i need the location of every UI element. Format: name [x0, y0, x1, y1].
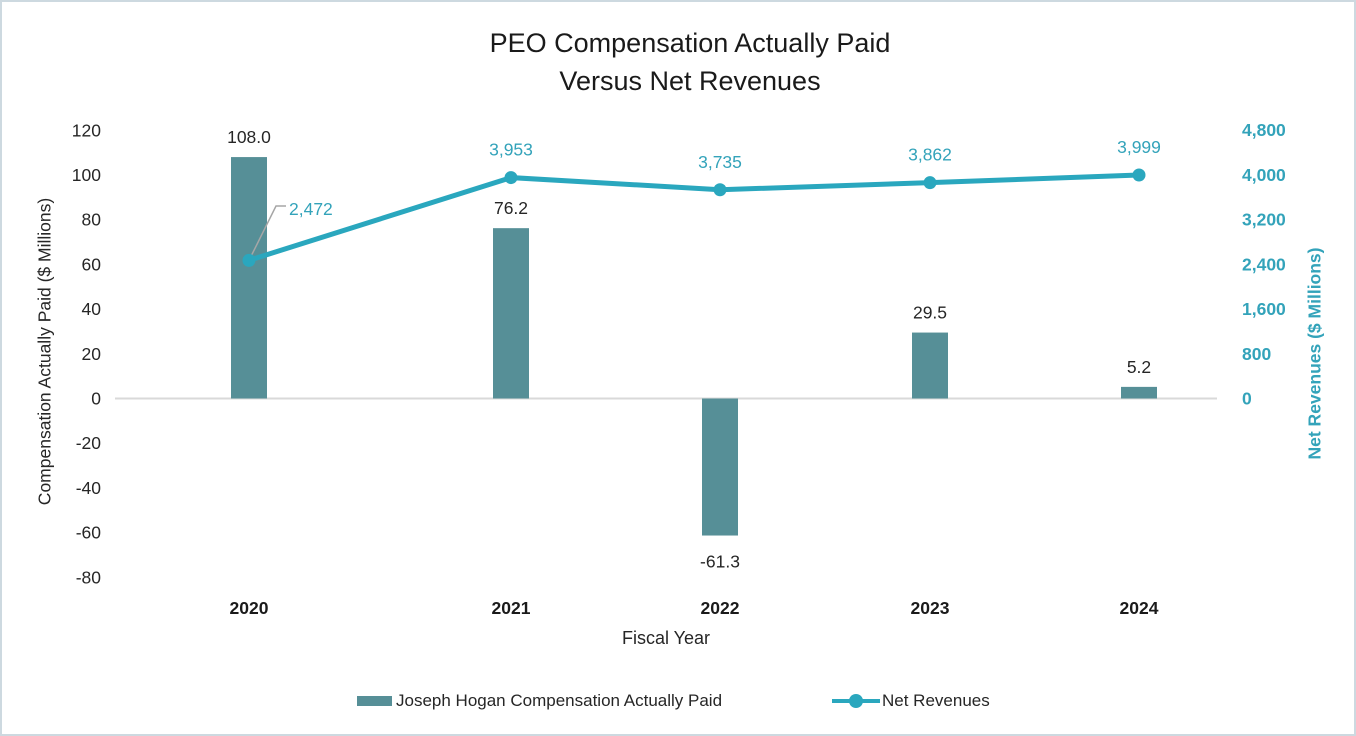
bar-label-2021: 76.2: [494, 198, 528, 218]
bar-2021: [493, 228, 529, 399]
bar-label-2020: 108.0: [227, 127, 271, 147]
line-marker-2022: [713, 183, 727, 197]
legend-label-line-series: Net Revenues: [882, 691, 990, 710]
line-series-swatch-icon: [832, 694, 880, 708]
left-axis-tick-100: 100: [72, 165, 101, 185]
chart-title-line2: Versus Net Revenues: [559, 66, 821, 96]
left-axis-tick-40: 40: [82, 299, 102, 319]
legend-item-bar-series: Joseph Hogan Compensation Actually Paid: [357, 689, 722, 713]
x-axis-tick-2024: 2024: [1120, 598, 1159, 618]
left-axis-tick-80: 80: [82, 210, 102, 230]
right-axis-tick-4,800: 4,800: [1242, 120, 1286, 140]
line-marker-2024: [1132, 168, 1146, 182]
line-marker-2023: [923, 176, 937, 190]
right-axis-tick-800: 800: [1242, 344, 1271, 364]
left-axis-tick--40: -40: [76, 478, 102, 498]
left-axis-tick-60: 60: [82, 254, 102, 274]
legend-label-bar-series: Joseph Hogan Compensation Actually Paid: [396, 691, 723, 710]
x-axis-tick-2021: 2021: [492, 598, 531, 618]
left-axis-tick--80: -80: [76, 567, 102, 587]
chart-title: PEO Compensation Actually Paid Versus Ne…: [2, 24, 1354, 100]
x-axis-tick-2020: 2020: [230, 598, 269, 618]
line-label-2021: 3,953: [489, 140, 533, 160]
bar-2023: [912, 332, 948, 399]
line-label-2024: 3,999: [1117, 137, 1161, 157]
right-axis-tick-4,000: 4,000: [1242, 165, 1286, 185]
x-axis-tick-2023: 2023: [911, 598, 950, 618]
left-axis-tick--60: -60: [76, 523, 102, 543]
bar-label-2023: 29.5: [913, 303, 947, 323]
net-revenues-line: [248, 172, 1140, 263]
callout-leader-line: [248, 205, 286, 261]
line-swatch-marker: [849, 694, 863, 708]
x-axis-title: Fiscal Year: [621, 628, 711, 648]
line-label-2020: 2,472: [289, 199, 333, 219]
left-axis-tick-0: 0: [91, 389, 101, 409]
x-axis-tick-2022: 2022: [701, 598, 740, 618]
chart-title-line1: PEO Compensation Actually Paid: [489, 28, 891, 58]
line-marker-2020: [242, 253, 256, 267]
bar-2024: [1121, 386, 1157, 399]
line-marker-2021: [504, 171, 518, 185]
bar-label-2024: 5.2: [1127, 357, 1151, 377]
bar-2020: [231, 157, 267, 399]
bar-label-2022: -61.3: [700, 552, 740, 572]
bar-2022: [702, 398, 738, 536]
bar-series-swatch-icon: [357, 696, 392, 706]
right-axis-tick-2,400: 2,400: [1242, 254, 1286, 274]
line-label-2023: 3,862: [908, 145, 952, 165]
legend-item-line-series: Net Revenues: [832, 689, 990, 713]
right-axis-tick-1,600: 1,600: [1242, 299, 1286, 319]
line-label-2022: 3,735: [698, 152, 742, 172]
left-axis-tick-120: 120: [72, 120, 101, 140]
left-axis-tick--20: -20: [76, 433, 102, 453]
left-axis-tick-20: 20: [82, 344, 102, 364]
right-axis-tick-0: 0: [1242, 389, 1252, 409]
right-axis-tick-3,200: 3,200: [1242, 210, 1286, 230]
